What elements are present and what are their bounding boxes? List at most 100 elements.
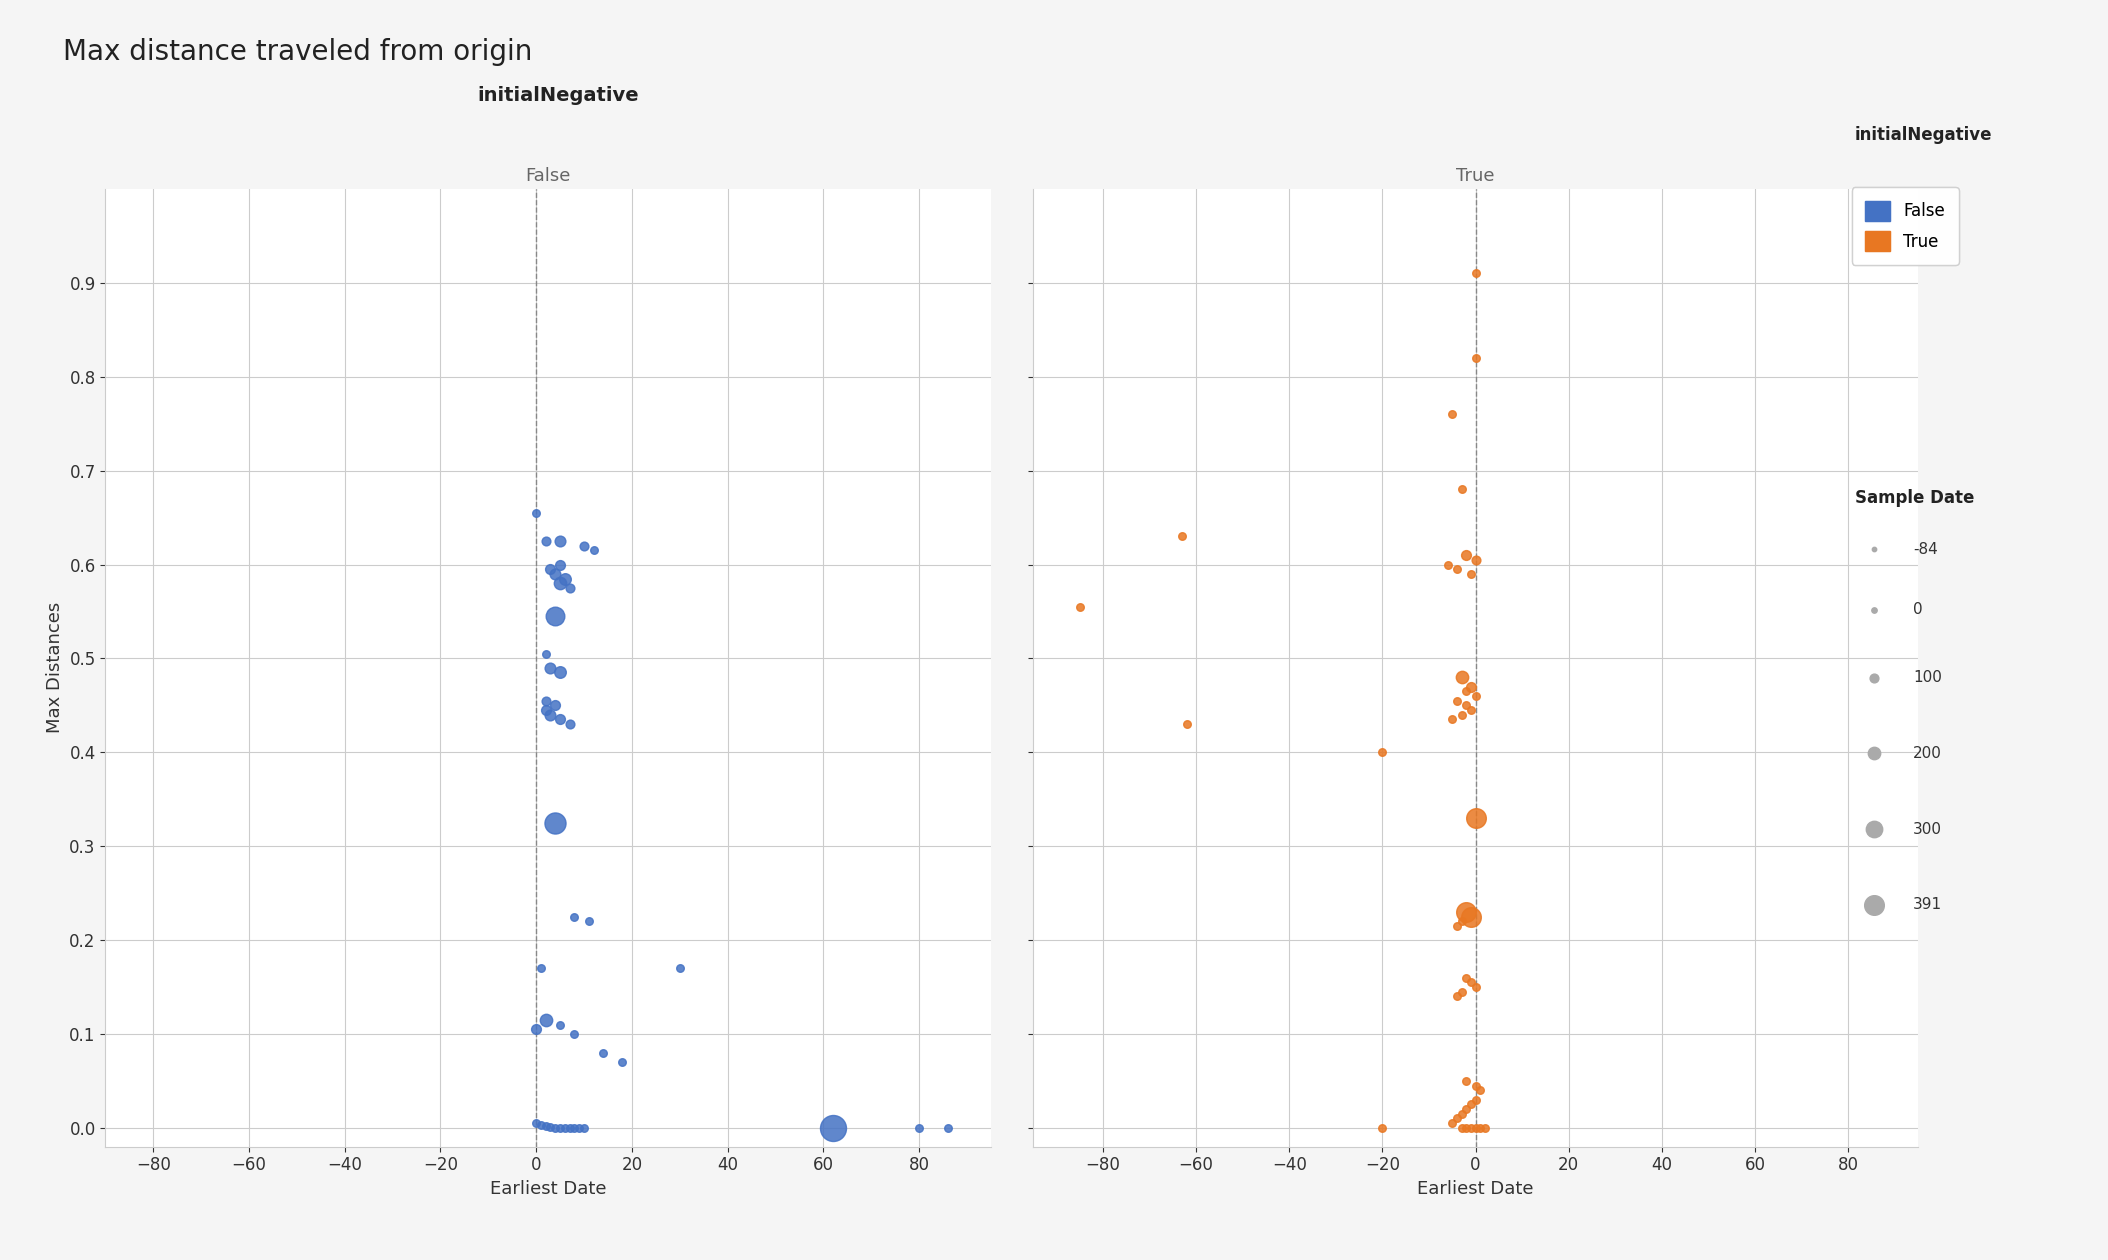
Text: 0: 0 [1914, 602, 1922, 617]
Point [1440, 690, 1473, 711]
Point [538, 813, 571, 833]
Point [1366, 1118, 1400, 1138]
Point [525, 958, 559, 978]
Point [1450, 1071, 1484, 1091]
Point [557, 906, 590, 926]
Text: 391: 391 [1914, 897, 1941, 912]
Point [1467, 1118, 1501, 1138]
Point [1436, 709, 1469, 730]
Point [1444, 479, 1478, 499]
Point [1436, 404, 1469, 425]
Point [538, 1118, 571, 1138]
Point [548, 1118, 582, 1138]
Point [544, 530, 578, 551]
Point [932, 1118, 965, 1138]
Point [1450, 902, 1484, 922]
X-axis label: Earliest Date: Earliest Date [1417, 1179, 1535, 1198]
Point [1455, 563, 1488, 583]
Point [567, 536, 601, 556]
Title: False: False [525, 166, 571, 185]
Point [1444, 704, 1478, 724]
Text: initialNegative: initialNegative [479, 86, 639, 105]
Point [533, 1116, 567, 1137]
Point [578, 541, 611, 561]
Point [544, 663, 578, 683]
Point [1459, 549, 1492, 570]
Text: 200: 200 [1914, 746, 1941, 761]
Text: initialNegative: initialNegative [1855, 126, 1992, 144]
Point [1450, 1118, 1484, 1138]
Point [1455, 906, 1488, 926]
Text: -84: -84 [1914, 542, 1937, 557]
Point [529, 1116, 563, 1137]
Point [544, 709, 578, 730]
Point [538, 606, 571, 626]
Point [1463, 1118, 1497, 1138]
Point [1459, 263, 1492, 284]
Point [519, 1019, 552, 1040]
Point [1166, 527, 1199, 547]
Point [1455, 701, 1488, 721]
Point [552, 714, 586, 735]
Point [557, 1118, 590, 1138]
Point [538, 563, 571, 583]
Point [1455, 1094, 1488, 1114]
Text: 300: 300 [1914, 822, 1941, 837]
Y-axis label: Max Distances: Max Distances [46, 602, 63, 733]
Point [557, 1024, 590, 1045]
Point [538, 696, 571, 716]
X-axis label: Earliest Date: Earliest Date [489, 1179, 607, 1198]
Point [533, 704, 567, 724]
Point [525, 1115, 559, 1135]
Point [529, 530, 563, 551]
Point [552, 1118, 586, 1138]
Point [563, 1118, 597, 1138]
Text: Max distance traveled from origin: Max distance traveled from origin [63, 38, 533, 66]
Title: True: True [1457, 166, 1495, 185]
Point [1450, 546, 1484, 566]
Point [519, 1113, 552, 1133]
Point [1170, 714, 1204, 735]
Point [552, 578, 586, 598]
Text: 100: 100 [1914, 670, 1941, 685]
Point [1459, 1076, 1492, 1096]
Point [1450, 1099, 1484, 1119]
Point [1459, 808, 1492, 828]
Point [1455, 1118, 1488, 1138]
Point [1062, 597, 1096, 617]
Point [544, 1118, 578, 1138]
Point [1440, 1109, 1473, 1129]
Point [1455, 677, 1488, 697]
Point [529, 701, 563, 721]
Point [1440, 987, 1473, 1007]
Point [533, 559, 567, 580]
Point [1459, 685, 1492, 706]
Point [529, 690, 563, 711]
Point [1459, 1090, 1492, 1110]
Point [567, 1118, 601, 1138]
Point [1455, 973, 1488, 993]
Point [1459, 348, 1492, 368]
Point [1444, 911, 1478, 931]
Point [1366, 742, 1400, 762]
Point [1431, 554, 1465, 575]
Legend: False, True: False, True [1851, 188, 1958, 265]
Point [544, 1014, 578, 1034]
Point [533, 658, 567, 678]
Point [605, 1052, 639, 1072]
Point [586, 1042, 620, 1062]
Point [544, 573, 578, 593]
Point [529, 1009, 563, 1029]
Point [1459, 1118, 1492, 1138]
Point [529, 644, 563, 664]
Point [1450, 682, 1484, 702]
Point [1444, 982, 1478, 1002]
Point [1440, 559, 1473, 580]
Point [1450, 696, 1484, 716]
Point [1440, 916, 1473, 936]
Point [816, 1118, 850, 1138]
Point [1436, 1113, 1469, 1133]
Point [902, 1118, 936, 1138]
Point [1463, 1080, 1497, 1100]
Point [1450, 968, 1484, 988]
